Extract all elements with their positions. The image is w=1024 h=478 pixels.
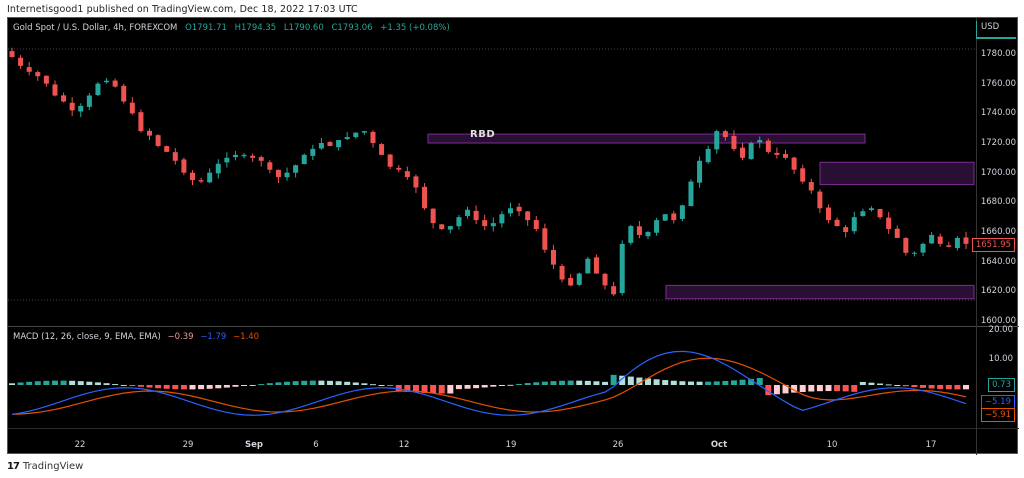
time-axis-label: 10 <box>826 440 838 450</box>
price-axis-label: 1640.00 <box>980 256 1016 267</box>
macd-signal-tag: −5.91 <box>980 408 1015 422</box>
time-axis-label: 29 <box>182 440 194 450</box>
macd-line-tag: −5.19 <box>980 395 1015 409</box>
ohlc-open: O1791.71 <box>185 23 227 33</box>
time-axis-label: 19 <box>505 440 517 450</box>
rbd-zone-label: RBD <box>470 129 496 140</box>
tradingview-brand: TradingView <box>22 461 84 472</box>
price-chart[interactable] <box>8 18 976 455</box>
time-axis-label: 22 <box>74 440 86 450</box>
tradingview-mark-icon: 17 <box>7 461 20 472</box>
price-axis-label: 1600.00 <box>980 316 1016 326</box>
ohlc-low: L1790.60 <box>283 23 324 33</box>
currency-underline <box>976 37 1016 39</box>
macd-axis-label: 10.00 <box>988 354 1013 364</box>
price-axis[interactable]: USD 1780.00 1760.00 1740.00 1720.00 1700.00 1… <box>976 18 1020 455</box>
time-axis-label: 17 <box>925 440 937 450</box>
price-axis-label: 1700.00 <box>980 167 1016 178</box>
currency-label[interactable]: USD <box>981 22 1000 32</box>
price-axis-label: 1720.00 <box>980 138 1016 148</box>
pane-separator[interactable] <box>8 326 1019 327</box>
macd-hist-tag: 0.73 <box>988 378 1015 392</box>
price-axis-label: 1780.00 <box>980 49 1016 59</box>
time-axis-label: 6 <box>313 440 319 450</box>
price-axis-label: 1760.00 <box>980 78 1016 89</box>
currency-marker <box>976 21 977 39</box>
macd-legend-title: MACD (12, 26, close, 9, EMA, EMA) <box>13 332 161 342</box>
symbol-legend: Gold Spot / U.S. Dollar, 4h, FOREXCOM O1… <box>13 23 450 33</box>
price-axis-label: 1620.00 <box>980 286 1016 297</box>
ohlc-close: C1793.06 <box>331 23 373 33</box>
macd-hist-value: −0.39 <box>167 332 194 342</box>
macd-axis-label: 20.00 <box>988 325 1013 335</box>
symbol-name: Gold Spot / U.S. Dollar, 4h, FOREXCOM <box>13 23 178 33</box>
ohlc-high: H1794.35 <box>234 23 277 33</box>
time-axis-label: 26 <box>612 440 624 450</box>
time-axis-label: Oct <box>710 440 728 450</box>
ohlc-change: +1.35 (+0.08%) <box>380 23 450 33</box>
price-axis-label: 1680.00 <box>980 197 1016 208</box>
time-axis-label: Sep <box>245 440 263 450</box>
time-axis-border <box>8 428 1019 429</box>
time-axis-label: 12 <box>398 440 410 450</box>
tradingview-logo[interactable]: 17 TradingView <box>7 461 83 472</box>
last-price-tag: 1651.95 <box>971 238 1015 252</box>
macd-legend: MACD (12, 26, close, 9, EMA, EMA) −0.39 … <box>13 332 259 342</box>
publisher-line: Internetisgood1 published on TradingView… <box>7 4 358 15</box>
price-axis-label: 1740.00 <box>980 108 1016 119</box>
macd-line-value: −1.79 <box>200 332 227 342</box>
macd-signal-value: −1.40 <box>233 332 260 342</box>
price-axis-label: 1660.00 <box>980 227 1016 237</box>
chart-frame[interactable]: Gold Spot / U.S. Dollar, 4h, FOREXCOM O1… <box>7 17 1020 455</box>
